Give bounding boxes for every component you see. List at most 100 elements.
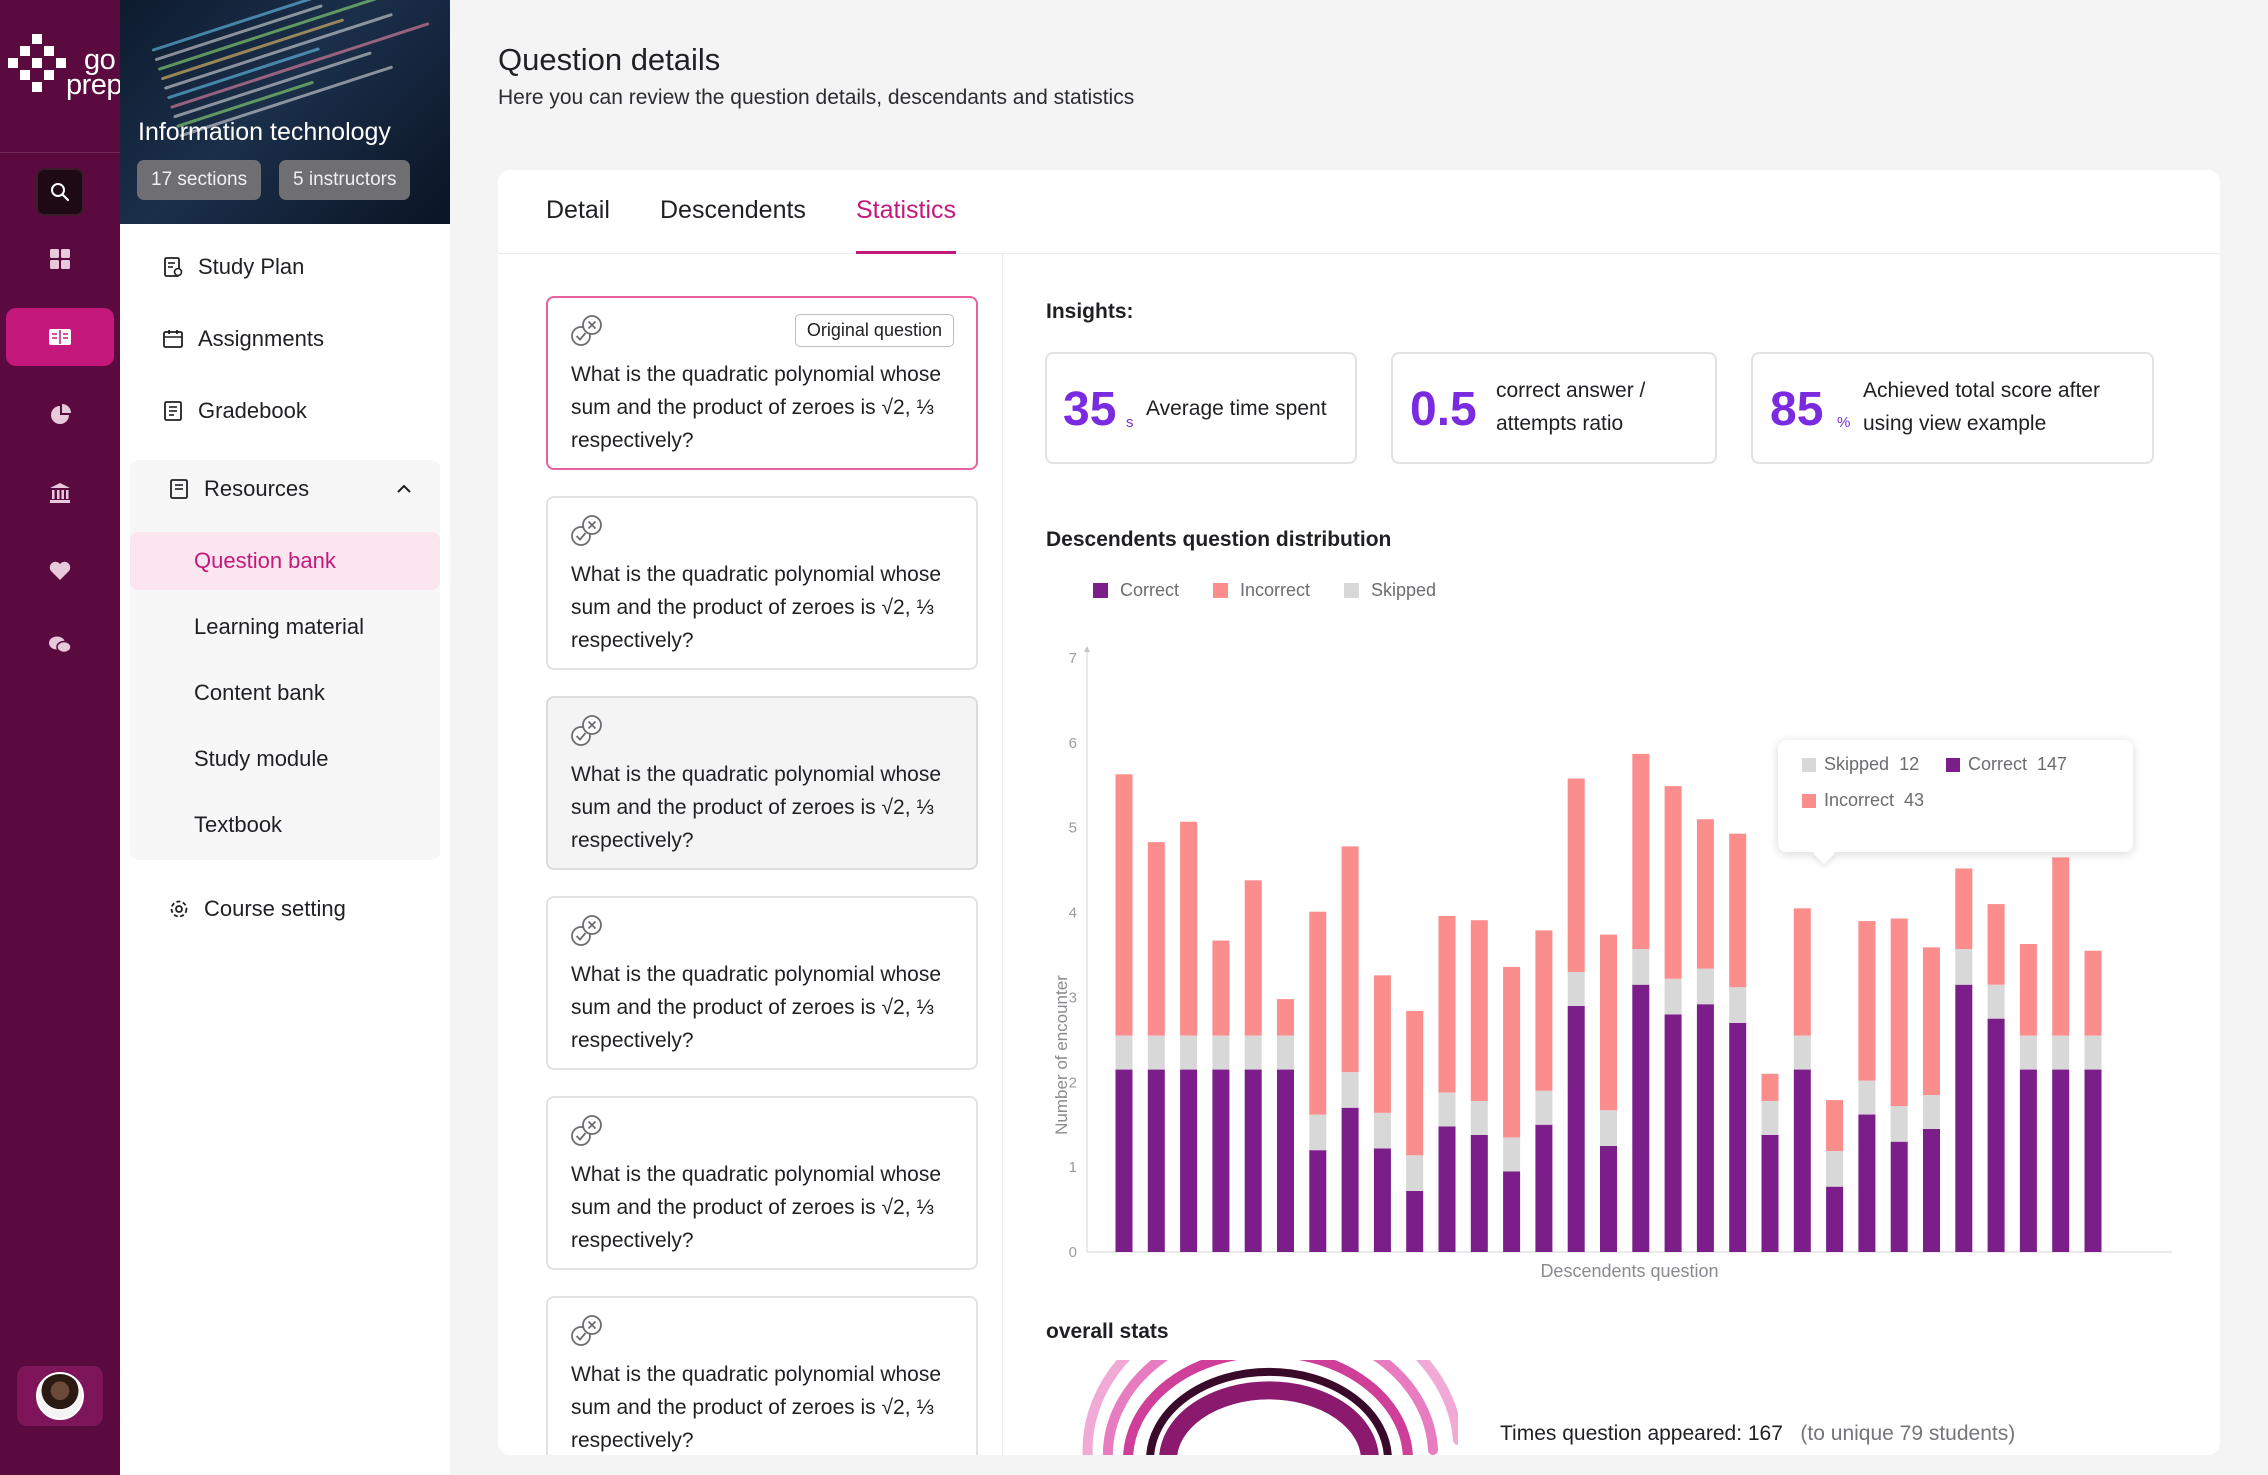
bar-incorrect [1341,846,1359,1073]
bar-incorrect [1406,1011,1424,1156]
bar-skipped [1438,1092,1456,1127]
course-title: Information technology [138,118,391,146]
bar-incorrect [2052,857,2070,1036]
bar-correct [1438,1126,1456,1252]
stat-unit: % [1837,414,1851,431]
subnav-learning-material[interactable]: Learning material [194,614,364,639]
rail-analytics[interactable] [0,386,120,444]
bar-correct [1470,1134,1488,1252]
descendant-question-card[interactable]: What is the quadratic polynomial whose s… [546,496,978,670]
chevron-up-icon[interactable] [396,484,412,494]
bar-skipped [1826,1151,1844,1187]
nav-label: Resources [204,476,310,501]
stat-value: 85 [1770,383,1824,436]
bar-incorrect [1535,930,1553,1091]
descendant-question-card[interactable]: What is the quadratic polynomial whose s… [546,1296,978,1455]
bar-skipped [2019,1035,2037,1070]
bar-skipped [1600,1110,1617,1146]
bar-skipped [1632,949,1650,985]
bar-skipped [1277,1035,1294,1070]
question-text: What is the quadratic polynomial whose s… [571,563,942,652]
subnav-textbook[interactable]: Textbook [194,812,283,837]
nav-resources[interactable]: Resources [120,459,450,519]
user-avatar-button[interactable] [17,1366,103,1426]
descendant-question-card[interactable]: What is the quadratic polynomial whose s… [546,1096,978,1270]
bar-skipped [2052,1035,2070,1070]
descendant-question-card[interactable]: What is the quadratic polynomial whose s… [546,896,978,1070]
bar-correct [1244,1069,1262,1252]
legend-swatch [1213,583,1228,598]
nav-label: Study Plan [198,254,305,279]
bar-skipped [2084,1035,2102,1070]
rail-course[interactable] [6,308,114,366]
tab-detail[interactable]: Detail [546,196,610,224]
question-type-icon [571,1115,602,1146]
bar-incorrect [1664,786,1682,979]
stat-card-avg-time: 35 s Average time spent [1045,352,1357,464]
page-subtitle: Here you can review the question details… [498,86,1135,109]
nav-label: Assignments [198,326,324,351]
bar-incorrect [1890,918,1908,1107]
bar-incorrect [1470,920,1488,1101]
bar-skipped [1470,1100,1488,1135]
nav-assignments[interactable]: Assignments [120,309,450,369]
descendant-question-card[interactable]: What is the quadratic polynomial whose s… [546,696,978,870]
bar-correct [2084,1069,2102,1252]
rail-favorites[interactable] [0,542,120,600]
y-axis-label: Number of encounter [1052,975,1071,1135]
bar-correct [1309,1150,1327,1252]
subnav-content-bank[interactable]: Content bank [194,680,325,705]
rail-dashboard[interactable] [0,230,120,288]
bar-correct [1600,1145,1617,1252]
subnav-study-module[interactable]: Study module [194,746,329,771]
bar-incorrect [2084,950,2102,1036]
chart-tooltip: Skipped 12 Correct 147 Incorrect 43 [1778,740,2133,852]
tooltip-value: 43 [1904,790,1925,810]
bar-skipped [1244,1035,1262,1070]
institution-icon [50,483,70,503]
stat-value: 35 [1063,383,1117,436]
logo-wordmark: go prep [66,46,123,100]
bar-skipped [1858,1080,1876,1115]
bar-incorrect [1793,908,1811,1036]
original-question-card[interactable]: Original question What is the quadratic p… [546,296,978,470]
bar-correct [1923,1128,1940,1252]
subnav-question-bank[interactable]: Question bank [130,532,440,590]
legend-skipped: Skipped [1344,580,1436,601]
bar-incorrect [1696,819,1714,969]
chat-icon [49,636,72,654]
tooltip-value: 147 [2037,754,2068,774]
nav-course-setting[interactable]: Course setting [120,879,450,939]
bar-correct [1212,1069,1230,1252]
instructors-chip: 5 instructors [279,160,411,200]
search-button[interactable] [36,168,84,216]
bar-correct [1858,1114,1876,1252]
tab-statistics[interactable]: Statistics [856,196,957,254]
stat-card-ratio: 0.5 correct answer / attempts ratio [1391,352,1717,464]
y-tick-label: 6 [1069,735,1077,752]
stat-value: 0.5 [1410,383,1477,436]
y-tick-label: 5 [1069,820,1077,837]
legend-correct: Correct [1093,580,1179,601]
tab-descendents[interactable]: Descendents [660,196,806,224]
avatar [36,1372,84,1420]
bar-skipped [1180,1035,1198,1070]
nav-study-plan[interactable]: Study Plan [120,237,450,297]
original-question-badge: Original question [794,314,954,347]
course-hero: Information technology 17 sections 5 ins… [120,0,450,224]
tooltip-label: Incorrect [1824,790,1895,810]
rail-chat[interactable] [0,616,120,674]
search-icon [51,183,70,202]
bar-incorrect [1987,904,2005,985]
bar-skipped [1503,1137,1521,1172]
gradebook-icon [164,401,182,421]
nav-gradebook[interactable]: Gradebook [120,381,450,441]
tooltip-label: Correct [1968,754,2028,774]
goprep-logo[interactable]: go prep [8,30,123,110]
bar-correct [1955,984,1973,1252]
question-type-icon [571,715,602,746]
tooltip-swatch [1802,757,1816,772]
question-type-icon [571,515,602,546]
bar-correct [1890,1141,1908,1252]
rail-institution[interactable] [0,464,120,522]
